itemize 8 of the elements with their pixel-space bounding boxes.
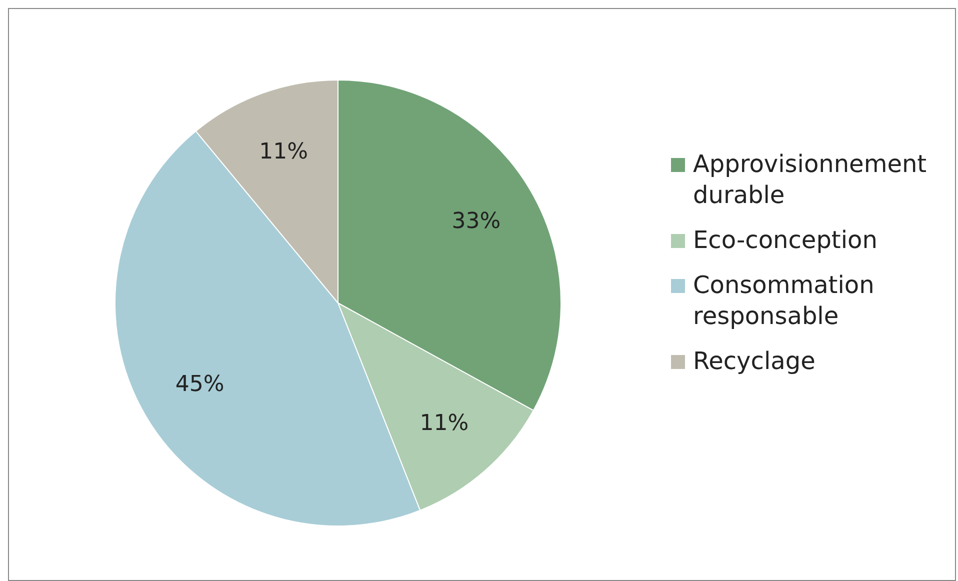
legend-label: Consommation responsable (693, 270, 876, 332)
data-label: 11% (420, 410, 469, 436)
legend-label: Approvisionnement durable (693, 149, 928, 211)
legend-label: Recyclage (693, 346, 816, 377)
legend-label: Eco-conception (693, 225, 878, 256)
data-label: 45% (175, 372, 224, 398)
data-label: 11% (259, 139, 308, 164)
data-label: 33% (452, 208, 501, 234)
